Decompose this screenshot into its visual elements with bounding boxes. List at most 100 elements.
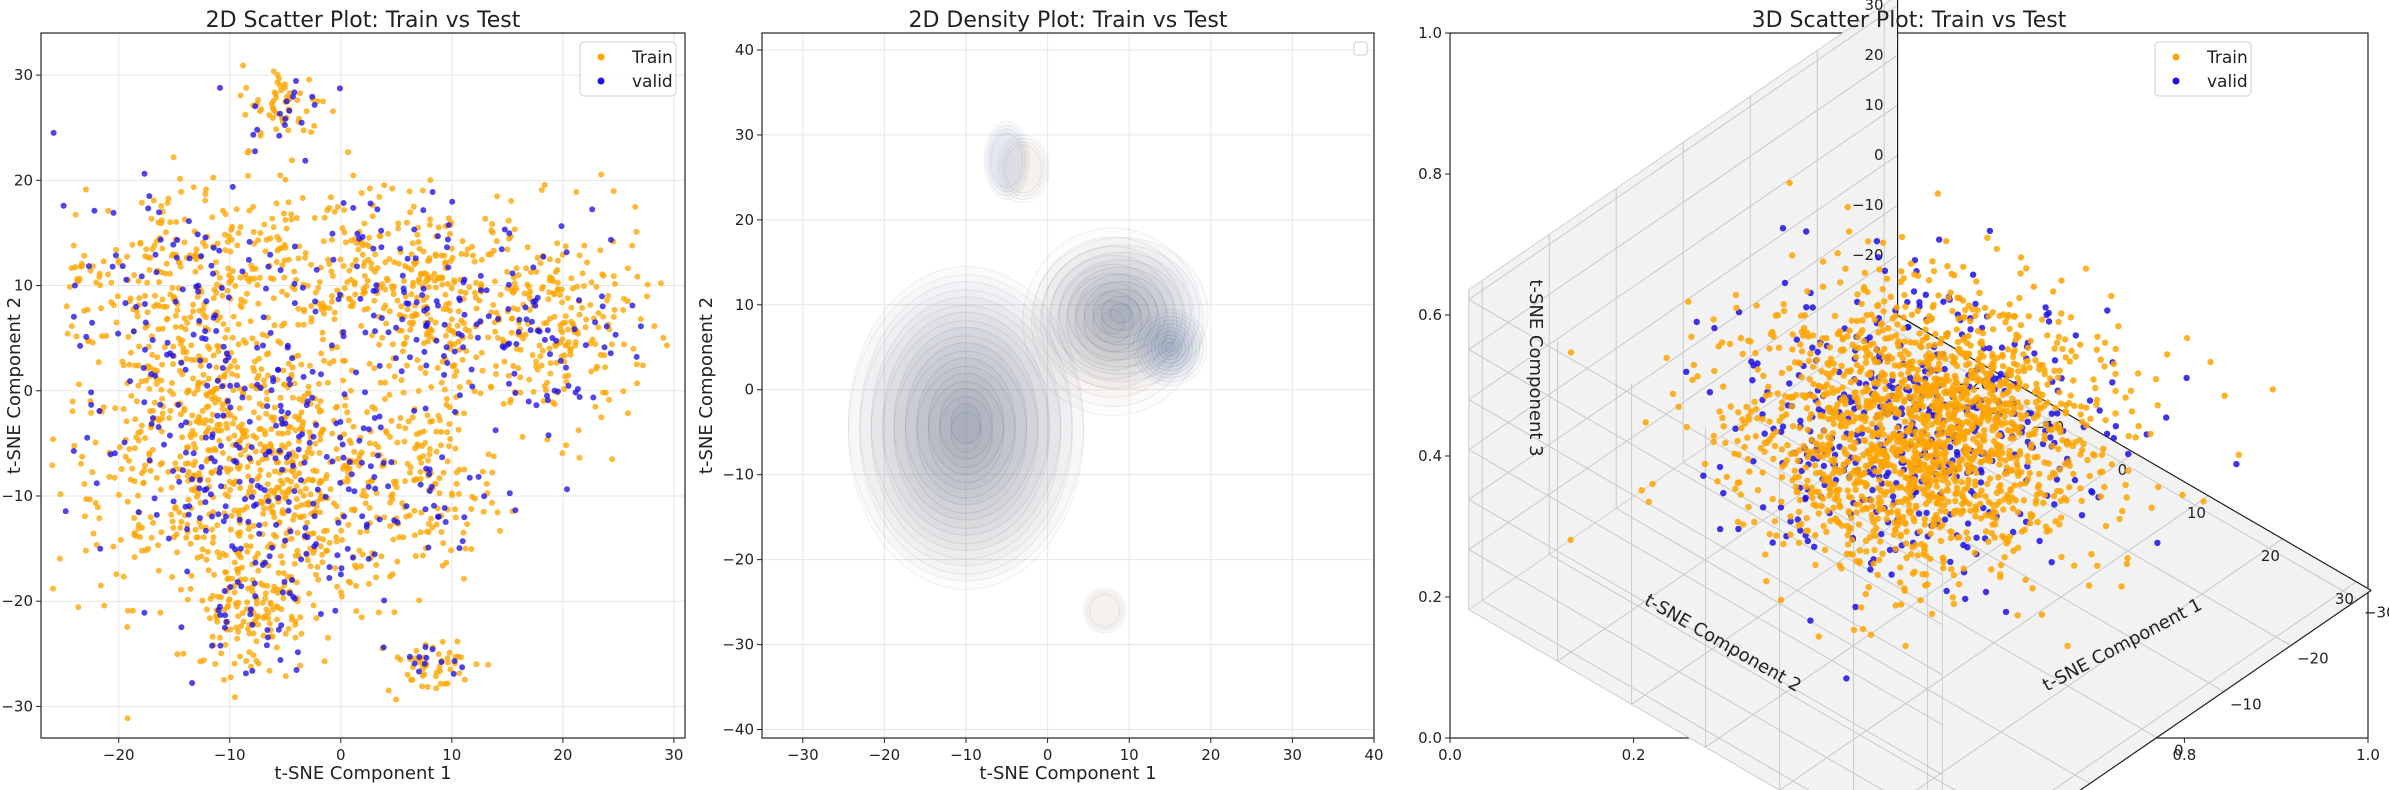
- point-train: [359, 251, 366, 258]
- point-valid: [285, 410, 292, 416]
- contour-valid: [927, 372, 1005, 475]
- point-valid: [202, 499, 209, 506]
- point-train: [144, 279, 151, 286]
- point-train: [63, 303, 70, 310]
- point-train: [270, 587, 277, 594]
- point-train: [295, 352, 302, 359]
- point-train: [2011, 482, 2018, 489]
- point-train: [282, 381, 288, 388]
- point-train: [1847, 367, 1855, 374]
- point-train: [453, 480, 460, 487]
- point-train: [2029, 585, 2036, 592]
- point-train: [189, 427, 196, 434]
- point-valid: [1815, 406, 1823, 413]
- point-train: [170, 154, 177, 161]
- point-train: [158, 377, 165, 384]
- point-train: [81, 252, 88, 259]
- point-valid: [245, 256, 252, 263]
- point-train: [425, 276, 431, 283]
- point-train: [203, 186, 209, 193]
- point-train: [394, 297, 401, 304]
- point-train: [1985, 417, 1992, 424]
- point-train: [1982, 493, 1989, 500]
- point-train: [1897, 579, 1904, 586]
- point-train: [1933, 388, 1940, 395]
- point-train: [1826, 344, 1834, 351]
- point-train: [270, 276, 277, 282]
- point-train: [120, 406, 127, 412]
- point-train: [300, 419, 307, 425]
- point-valid: [2103, 430, 2111, 437]
- point-valid: [312, 308, 319, 315]
- y-tick-label: −10: [722, 466, 754, 484]
- point-train: [1985, 538, 1992, 545]
- point-train: [383, 320, 390, 327]
- point-train: [2094, 562, 2101, 569]
- point-train: [562, 373, 569, 380]
- point-train: [1831, 481, 1838, 488]
- point-train: [210, 295, 217, 302]
- point-train: [462, 545, 469, 552]
- point-valid: [399, 316, 406, 323]
- point-train: [2009, 353, 2017, 361]
- point-train: [262, 590, 269, 597]
- point-train: [1938, 488, 1946, 495]
- point-valid: [284, 344, 291, 351]
- point-train: [1908, 550, 1915, 558]
- point-train: [153, 474, 160, 481]
- point-train: [308, 315, 315, 321]
- point-train: [295, 305, 302, 312]
- point-valid: [299, 284, 306, 291]
- point-train: [438, 529, 445, 535]
- point-train: [1979, 405, 1987, 412]
- point-train: [82, 547, 89, 554]
- point-train: [1803, 405, 1811, 412]
- point-valid: [268, 387, 275, 394]
- point-train: [1716, 408, 1723, 415]
- point-train: [2049, 288, 2057, 295]
- point-train: [173, 219, 180, 225]
- point-train: [600, 313, 607, 320]
- point-train: [1809, 494, 1816, 501]
- point-train: [200, 657, 207, 664]
- point-valid: [336, 291, 343, 298]
- point-train: [1954, 534, 1961, 541]
- point-train: [2082, 265, 2090, 272]
- point-train: [2065, 400, 2073, 407]
- point-train: [251, 409, 257, 416]
- point-train: [1765, 383, 1772, 390]
- point-train: [446, 443, 452, 450]
- point-train: [1800, 442, 1807, 450]
- point-train: [306, 362, 313, 369]
- point-train: [435, 651, 442, 657]
- point-train: [562, 243, 569, 250]
- point-train: [1870, 379, 1878, 387]
- point-train: [2071, 562, 2078, 569]
- point-train: [261, 221, 268, 228]
- point-valid: [185, 511, 192, 518]
- point-train: [214, 549, 221, 556]
- point-train: [1999, 449, 2006, 456]
- point-train: [308, 303, 315, 309]
- point-train: [588, 279, 595, 286]
- point-valid: [204, 382, 211, 389]
- contour-valid: [1109, 303, 1133, 324]
- point-train: [178, 188, 185, 195]
- point-valid: [1814, 348, 1821, 356]
- point-train: [1957, 422, 1965, 429]
- point-train: [425, 529, 432, 536]
- point-train: [366, 360, 373, 367]
- point-train: [295, 416, 302, 423]
- point-train: [333, 538, 340, 545]
- point-train: [1868, 497, 1875, 504]
- point-train: [157, 461, 164, 468]
- point-train: [411, 477, 417, 484]
- point-valid: [337, 418, 344, 425]
- point-valid: [303, 402, 310, 409]
- contour-train: [1039, 245, 1187, 398]
- chart-title: 2D Scatter Plot: Train vs Test: [206, 8, 521, 33]
- point-train: [1830, 504, 1837, 511]
- point-train: [113, 319, 120, 326]
- point-train: [1911, 456, 1919, 464]
- point-train: [1952, 375, 1959, 382]
